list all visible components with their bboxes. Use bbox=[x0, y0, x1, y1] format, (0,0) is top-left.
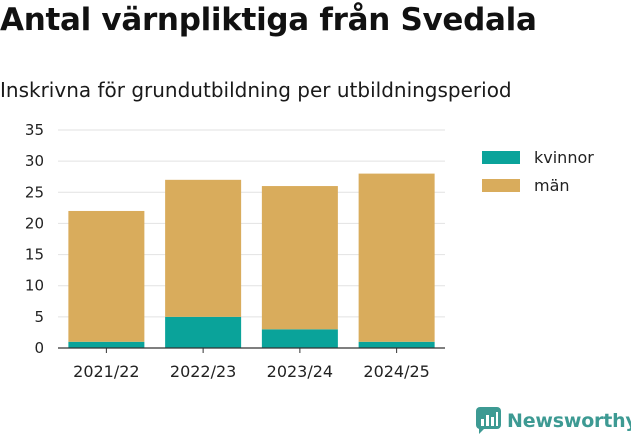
newsworthy-chart-icon bbox=[476, 407, 501, 434]
y-tick-label: 10 bbox=[25, 277, 44, 295]
stacked-bar-chart: 0 5 10 15 20 25 30 35 2021/22 2022/23 2023/24 2024/… bbox=[25, 121, 594, 381]
legend-swatch-kvinnor bbox=[482, 151, 520, 164]
x-tick-label: 2023/24 bbox=[267, 362, 333, 381]
y-tick-label: 35 bbox=[25, 121, 44, 139]
legend-label-män: män bbox=[534, 176, 570, 195]
bar-män bbox=[165, 179, 242, 317]
y-tick-label: 25 bbox=[25, 183, 44, 201]
y-tick-label: 20 bbox=[25, 214, 44, 232]
y-tick-label: 5 bbox=[34, 308, 44, 326]
bar-kvinnor bbox=[261, 329, 338, 348]
y-tick-label: 30 bbox=[25, 152, 44, 170]
legend-label-kvinnor: kvinnor bbox=[534, 148, 594, 167]
bar-män bbox=[358, 173, 435, 342]
legend-swatch-män bbox=[482, 179, 520, 192]
x-tick-label: 2022/23 bbox=[170, 362, 236, 381]
bar-kvinnor bbox=[358, 341, 435, 348]
bar-kvinnor bbox=[165, 316, 242, 348]
bar-kvinnor bbox=[68, 341, 145, 348]
bar-män bbox=[68, 210, 145, 342]
bar-män bbox=[261, 186, 338, 330]
x-tick-label: 2024/25 bbox=[363, 362, 429, 381]
chart-title: Antal värnpliktiga från Svedala bbox=[0, 2, 537, 38]
y-tick-label: 15 bbox=[25, 246, 44, 264]
y-tick-label: 0 bbox=[34, 339, 44, 357]
newsworthy-logo: Newsworthy bbox=[476, 407, 631, 434]
x-tick-label: 2021/22 bbox=[73, 362, 139, 381]
brand-name: Newsworthy bbox=[507, 409, 631, 432]
chart-subtitle: Inskrivna för grundutbildning per utbild… bbox=[0, 78, 512, 102]
